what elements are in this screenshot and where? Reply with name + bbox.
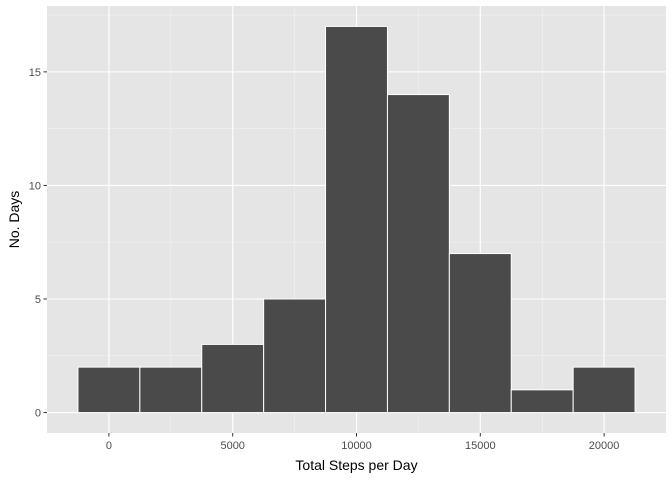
histogram-bar [386,94,450,414]
x-tick-label: 10000 [341,440,372,452]
histogram-bar [510,389,574,414]
histogram-bar [572,366,636,414]
histogram-bar [448,253,512,414]
histogram-bar [201,343,265,414]
histogram-bars [77,25,636,414]
histogram-bar [77,366,141,414]
y-axis-ticks: 0 5 10 15 [29,67,47,420]
histogram-bar [139,366,203,414]
y-tick-label: 10 [29,180,41,192]
histogram-bar [263,298,327,414]
x-tick-label: 15000 [465,440,496,452]
x-axis-ticks: 0 5000 10000 15000 20000 [106,433,620,452]
y-tick-label: 0 [35,408,41,420]
y-axis-title: No. Days [6,191,22,249]
histogram-bar [325,25,388,414]
x-tick-label: 5000 [220,440,244,452]
x-tick-label: 0 [106,440,112,452]
x-tick-label: 20000 [589,440,620,452]
y-tick-label: 15 [29,67,41,79]
x-axis-title: Total Steps per Day [295,457,417,473]
y-tick-label: 5 [35,294,41,306]
